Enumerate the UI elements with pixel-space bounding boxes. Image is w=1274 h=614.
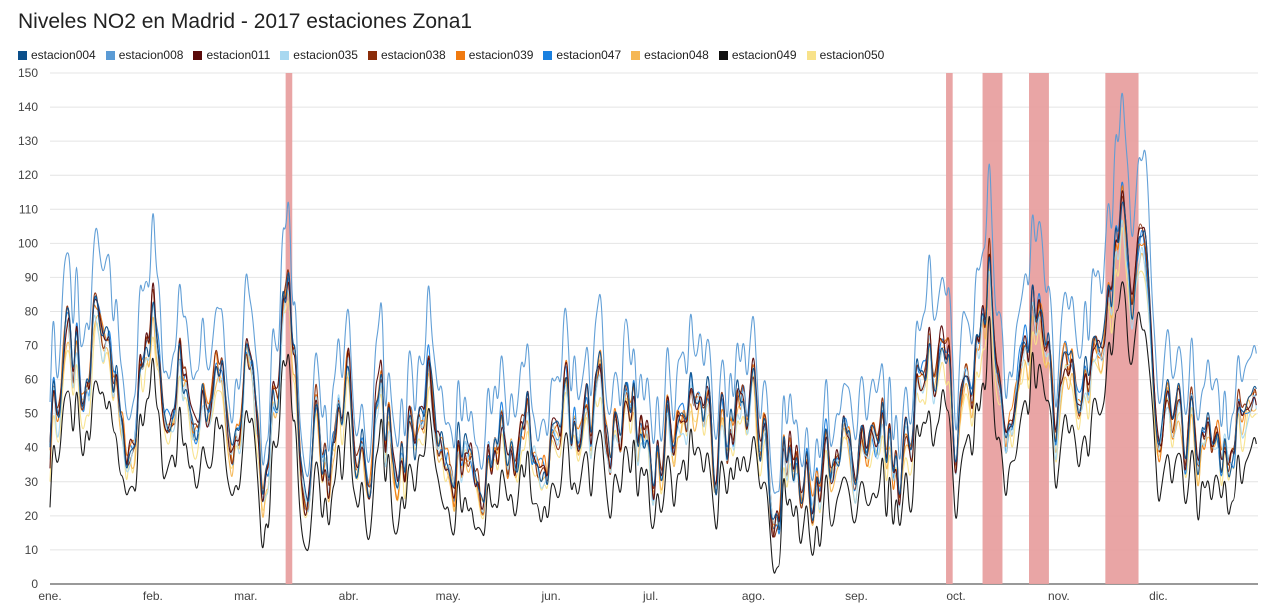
series-line: [49, 92, 1257, 494]
legend-label: estacion047: [556, 48, 622, 62]
x-tick-label: oct.: [946, 589, 965, 603]
highlight-band: [285, 73, 293, 584]
legend-item: estacion047: [543, 48, 621, 62]
x-tick-label: abr.: [339, 589, 359, 603]
x-tick-label: dic.: [1149, 589, 1168, 603]
legend-item: estacion049: [718, 48, 797, 62]
y-tick-label: 140: [18, 100, 38, 114]
legend-swatch: [18, 50, 27, 60]
legend-label: estacion004: [31, 48, 96, 62]
series-line: [49, 181, 1257, 535]
x-tick-label: ene.: [38, 589, 61, 603]
legend-label: estacion011: [206, 48, 271, 62]
y-tick-label: 60: [25, 373, 39, 387]
series-line: [49, 219, 1257, 527]
legend: estacion004 estacion008 estacion011 estacio…: [18, 48, 884, 62]
y-tick-label: 70: [25, 339, 39, 353]
legend-swatch: [543, 50, 553, 60]
legend-swatch: [806, 50, 816, 60]
legend-swatch: [631, 50, 641, 60]
x-tick-label: may.: [436, 589, 461, 603]
y-tick-label: 10: [25, 543, 39, 557]
x-tick-label: mar.: [234, 589, 257, 603]
legend-swatch: [455, 50, 465, 60]
x-tick-label: ago.: [742, 589, 765, 603]
legend-label: estacion050: [819, 48, 885, 62]
legend-item: estacion035: [280, 48, 358, 62]
legend-label: estacion049: [731, 48, 797, 62]
series-line: [49, 190, 1257, 538]
legend-label: estacion035: [293, 48, 358, 62]
legend-item: estacion011: [193, 48, 270, 62]
legend-swatch: [280, 50, 290, 60]
y-tick-label: 0: [31, 577, 38, 591]
legend-swatch: [718, 50, 728, 60]
chart-title: Niveles NO2 en Madrid - 2017 estaciones …: [18, 10, 473, 33]
legend-label: estacion048: [644, 48, 709, 62]
y-tick-label: 120: [18, 168, 38, 182]
x-tick-label: sep.: [845, 589, 868, 603]
x-tick-label: jun.: [540, 589, 560, 603]
y-tick-label: 100: [18, 236, 38, 250]
series-line: [49, 201, 1257, 531]
legend-swatch: [367, 50, 377, 60]
y-tick-label: 80: [25, 304, 39, 318]
x-tick-label: feb.: [143, 589, 163, 603]
x-tick-label: jul.: [642, 589, 658, 603]
y-tick-label: 110: [19, 202, 38, 216]
y-tick-label: 130: [18, 134, 38, 148]
y-tick-label: 20: [25, 509, 39, 523]
y-tick-label: 30: [25, 475, 39, 489]
legend-item: estacion048: [631, 48, 709, 62]
y-tick-label: 40: [25, 441, 39, 455]
legend-swatch: [193, 50, 203, 60]
legend-item: estacion038: [367, 48, 446, 62]
highlight-band: [946, 73, 953, 584]
x-tick-label: nov.: [1048, 589, 1070, 603]
series-line: [49, 281, 1257, 574]
legend-label: estacion038: [380, 48, 446, 62]
legend-item: estacion050: [806, 48, 885, 62]
legend-label: estacion039: [468, 48, 534, 62]
legend-label: estacion008: [118, 48, 184, 62]
highlight-band: [1029, 73, 1049, 584]
legend-item: estacion039: [455, 48, 534, 62]
legend-item: estacion008: [105, 48, 184, 62]
y-tick-label: 50: [25, 407, 39, 421]
legend-swatch: [105, 50, 115, 60]
legend-item: estacion004: [18, 48, 96, 62]
y-tick-label: 90: [25, 270, 39, 284]
y-tick-label: 150: [18, 66, 38, 80]
